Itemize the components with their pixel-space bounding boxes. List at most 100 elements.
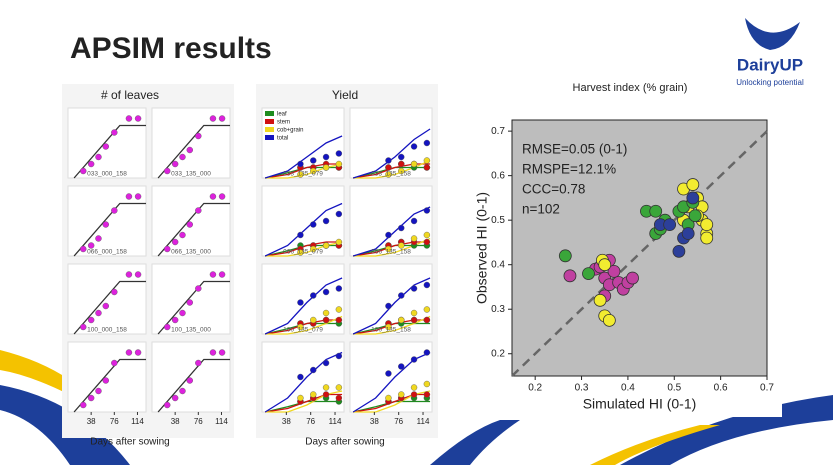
x-tick-label: 0.7 xyxy=(760,383,774,394)
obs-point xyxy=(111,130,117,136)
obs-point xyxy=(172,161,178,167)
obs-point xyxy=(398,225,404,231)
legend-label: cob+grain xyxy=(277,128,304,134)
scatter-point xyxy=(627,272,639,284)
panel-label: 033_135_158 xyxy=(371,171,411,178)
obs-point xyxy=(164,168,170,174)
x-tick-label: 114 xyxy=(215,417,228,426)
chart-title: Yield xyxy=(332,88,358,102)
obs-point xyxy=(336,286,342,292)
obs-point xyxy=(336,317,342,323)
panel xyxy=(152,108,230,178)
obs-point xyxy=(385,158,391,164)
obs-point xyxy=(336,211,342,217)
obs-point xyxy=(210,194,216,200)
obs-point xyxy=(80,402,86,408)
obs-point xyxy=(135,116,141,122)
obs-point xyxy=(398,392,404,398)
obs-point xyxy=(88,243,94,249)
scatter-point xyxy=(564,270,576,282)
slide-title: APSIM results xyxy=(70,32,272,65)
obs-point xyxy=(411,385,417,391)
x-tick-label: 0.5 xyxy=(667,383,681,394)
obs-point xyxy=(297,374,303,380)
y-tick-label: 0.7 xyxy=(491,126,505,137)
obs-point xyxy=(398,161,404,167)
y-tick-label: 0.2 xyxy=(491,348,505,359)
obs-point xyxy=(126,350,132,356)
scatter-point xyxy=(701,232,713,244)
obs-point xyxy=(187,378,193,384)
obs-point xyxy=(195,360,201,366)
x-tick-label: 38 xyxy=(282,417,291,426)
obs-point xyxy=(310,392,316,398)
obs-point xyxy=(88,317,94,323)
obs-point xyxy=(95,154,101,160)
obs-point xyxy=(297,395,303,401)
obs-point xyxy=(411,392,417,398)
obs-point xyxy=(187,147,193,153)
obs-point xyxy=(164,246,170,252)
obs-point xyxy=(103,144,109,150)
obs-point xyxy=(135,194,141,200)
panel-label: 033_135_000 xyxy=(171,171,211,178)
obs-point xyxy=(187,300,193,306)
annotation: CCC=0.78 xyxy=(522,182,585,197)
obs-point xyxy=(195,208,201,214)
x-axis-label: Simulated HI (0-1) xyxy=(583,396,697,412)
plot-area xyxy=(512,120,767,376)
panel-label: 033_000_158 xyxy=(87,171,127,178)
obs-point xyxy=(80,324,86,330)
obs-point xyxy=(336,307,342,313)
panel xyxy=(68,264,146,334)
obs-point xyxy=(323,154,329,160)
x-tick-label: 0.2 xyxy=(528,383,542,394)
obs-point xyxy=(187,222,193,228)
obs-point xyxy=(424,350,430,356)
obs-point xyxy=(103,303,109,309)
logo-tagline: Unlocking potential xyxy=(736,78,804,87)
legend-swatch xyxy=(265,119,274,124)
obs-point xyxy=(164,402,170,408)
obs-point xyxy=(310,222,316,228)
scatter-point xyxy=(673,245,685,257)
scatter-point xyxy=(701,219,713,231)
obs-point xyxy=(80,246,86,252)
x-tick-label: 38 xyxy=(171,417,180,426)
panel xyxy=(68,342,146,412)
x-tick-label: 114 xyxy=(417,417,430,426)
obs-point xyxy=(411,236,417,242)
obs-point xyxy=(424,381,430,387)
logo-text: DairyUP xyxy=(737,55,803,74)
obs-point xyxy=(135,272,141,278)
x-axis-label: Days after sowing xyxy=(305,437,384,448)
obs-point xyxy=(336,151,342,157)
obs-point xyxy=(126,272,132,278)
obs-point xyxy=(411,161,417,167)
obs-point xyxy=(297,161,303,167)
obs-point xyxy=(219,272,225,278)
obs-point xyxy=(164,324,170,330)
x-axis-label: Days after sowing xyxy=(90,437,169,448)
obs-point xyxy=(111,360,117,366)
panel xyxy=(152,342,230,412)
x-tick-label: 0.3 xyxy=(575,383,589,394)
chart-title: # of leaves xyxy=(101,88,159,102)
panel xyxy=(68,108,146,178)
obs-point xyxy=(111,289,117,295)
obs-point xyxy=(398,243,404,249)
obs-point xyxy=(424,140,430,146)
obs-point xyxy=(219,350,225,356)
obs-point xyxy=(424,282,430,288)
legend-label: leaf xyxy=(277,112,287,118)
obs-point xyxy=(310,367,316,373)
obs-point xyxy=(411,144,417,150)
obs-point xyxy=(398,154,404,160)
annotation: RMSPE=12.1% xyxy=(522,162,616,177)
obs-point xyxy=(88,161,94,167)
obs-point xyxy=(385,395,391,401)
legend-swatch xyxy=(265,111,274,116)
scatter-point xyxy=(687,179,699,191)
obs-point xyxy=(323,218,329,224)
obs-point xyxy=(323,310,329,316)
